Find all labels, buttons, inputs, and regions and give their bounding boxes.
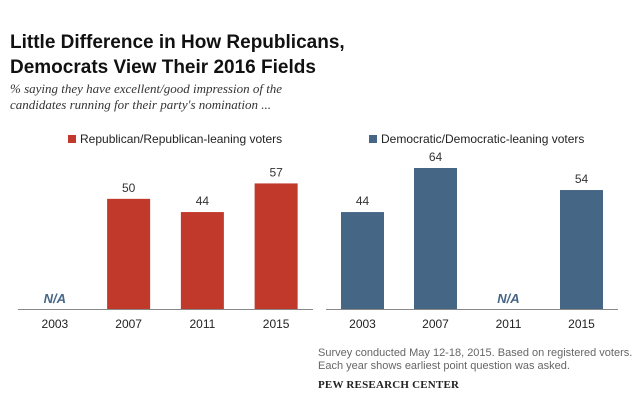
value-label-democratic-2015: 54 [575, 172, 589, 186]
value-label-republican-2015: 57 [269, 165, 283, 179]
legend-label-democratic: Democratic/Democratic-leaning voters [381, 132, 585, 146]
x-tick-republican-2007: 2007 [115, 317, 142, 331]
subtitle-line-1: % saying they have excellent/good impres… [10, 81, 283, 96]
note-line-2: Each year shows earliest point question … [318, 360, 570, 372]
note-line-1: Survey conducted May 12-18, 2015. Based … [318, 347, 633, 359]
x-tick-republican-2003: 2003 [42, 317, 69, 331]
chart-subtitle: % saying they have excellent/good impres… [10, 81, 430, 113]
value-label-democratic-2003: 44 [356, 194, 370, 208]
legend-swatch-republican [68, 135, 76, 143]
legend-republican: Republican/Republican-leaning voters [68, 132, 282, 146]
chart-title: Little Difference in How Republicans, De… [10, 30, 430, 80]
legend-democratic: Democratic/Democratic-leaning voters [369, 132, 584, 146]
x-tick-democratic-2011: 2011 [496, 317, 522, 331]
bar-democratic-2015 [560, 190, 603, 309]
x-tick-republican-2011: 2011 [189, 317, 215, 331]
bar-republican-2007 [107, 198, 151, 309]
x-tick-democratic-2007: 2007 [422, 317, 449, 331]
na-label-democratic-2011: N/A [497, 291, 519, 306]
bar-democratic-2007 [414, 168, 457, 309]
x-tick-democratic-2015: 2015 [568, 317, 595, 331]
title-line-1: Little Difference in How Republicans, [10, 32, 345, 53]
title-line-2: Democrats View Their 2016 Fields [10, 57, 316, 78]
chart-note: Survey conducted May 12-18, 2015. Based … [318, 347, 638, 373]
bar-republican-2011 [180, 212, 224, 309]
x-tick-republican-2015: 2015 [263, 317, 290, 331]
value-label-republican-2011: 44 [196, 194, 210, 208]
bar-republican-2015 [254, 183, 298, 309]
value-label-republican-2007: 50 [122, 181, 136, 195]
bar-democratic-2003 [341, 212, 384, 309]
legend-label-republican: Republican/Republican-leaning voters [80, 132, 283, 146]
legend-swatch-democratic [369, 135, 377, 143]
value-label-democratic-2007: 64 [429, 150, 443, 164]
subtitle-line-2: candidates running for their party's nom… [10, 97, 271, 112]
na-label-republican-2003: N/A [44, 291, 66, 306]
x-tick-democratic-2003: 2003 [349, 317, 376, 331]
source-credit: PEW RESEARCH CENTER [318, 379, 460, 391]
